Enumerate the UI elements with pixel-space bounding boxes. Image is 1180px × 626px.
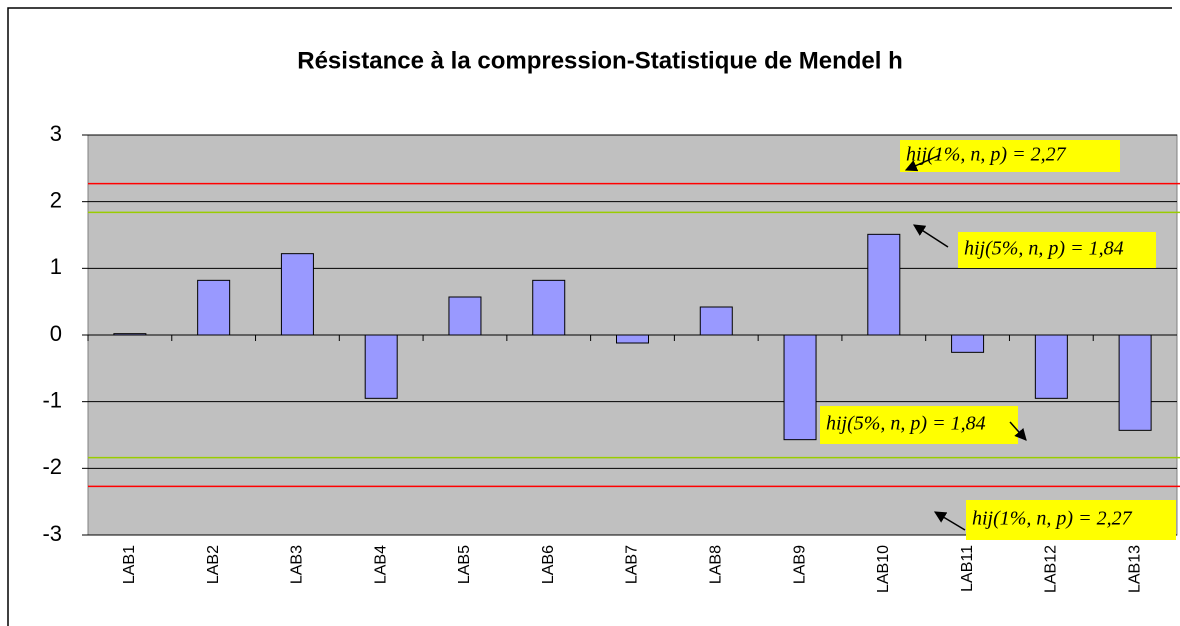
y-tick-label: 3 <box>50 121 62 146</box>
chart-title: Résistance à la compression-Statistique … <box>297 47 903 74</box>
y-tick-label: -3 <box>42 521 62 546</box>
y-tick-label: 1 <box>50 254 62 279</box>
bar <box>364 334 398 399</box>
x-tick-label: LAB8 <box>707 545 724 584</box>
labels: -3 -2 -1 0 1 2 3 LAB1 LAB2 LAB3 LAB4 LAB5 LAB6 LAB7 LA… <box>42 121 1143 593</box>
annotation: hij(5%, n, p) = 1,84 <box>826 413 986 435</box>
y-tick-label: 0 <box>50 321 62 346</box>
bar <box>532 279 566 336</box>
bar <box>197 279 231 336</box>
x-tick-label: LAB13 <box>1126 545 1143 593</box>
annotation: hij(1%, n, p) = 2,27 <box>972 508 1133 530</box>
x-tick-label: LAB9 <box>791 545 808 584</box>
y-tick-label: -2 <box>42 454 62 479</box>
x-tick-label: LAB6 <box>540 545 557 584</box>
x-tick-label: LAB2 <box>205 545 222 584</box>
reference-lines: hij(1%, n, p) = 2,27 hij(5%, n, p) = 1,84… <box>88 140 1180 540</box>
bar <box>1034 334 1068 399</box>
arrow <box>912 224 949 248</box>
annotation-box <box>958 232 1156 268</box>
bar <box>867 233 901 336</box>
bar <box>280 253 314 336</box>
annotation: hij(1%, n, p) = 2,27 <box>906 144 1067 166</box>
x-tick-label: LAB4 <box>372 545 389 584</box>
arrow <box>933 511 966 531</box>
bar <box>616 334 649 344</box>
arrow <box>904 154 941 172</box>
bar <box>1118 334 1152 431</box>
y-tick-label: -1 <box>42 387 62 412</box>
bar <box>699 306 733 336</box>
bar <box>113 333 147 336</box>
x-tick-label: LAB3 <box>289 545 306 584</box>
bar <box>448 296 482 336</box>
x-tick-label: LAB10 <box>875 545 892 593</box>
x-tick-label: LAB7 <box>624 545 641 584</box>
x-tick-label: LAB12 <box>1043 545 1060 593</box>
bar <box>951 334 985 353</box>
bars <box>113 233 1152 441</box>
x-tick-label: LAB11 <box>959 545 976 592</box>
annotation-box <box>820 406 1018 444</box>
arrow <box>1009 421 1027 441</box>
x-tick-label: LAB1 <box>121 545 138 584</box>
x-tick-label: LAB5 <box>456 545 473 584</box>
annotation-box <box>966 500 1176 540</box>
chart-border <box>7 7 1172 626</box>
y-tick-label: 2 <box>50 187 62 212</box>
annotation: hij(5%, n, p) = 1,84 <box>964 238 1124 260</box>
bar <box>783 334 817 441</box>
